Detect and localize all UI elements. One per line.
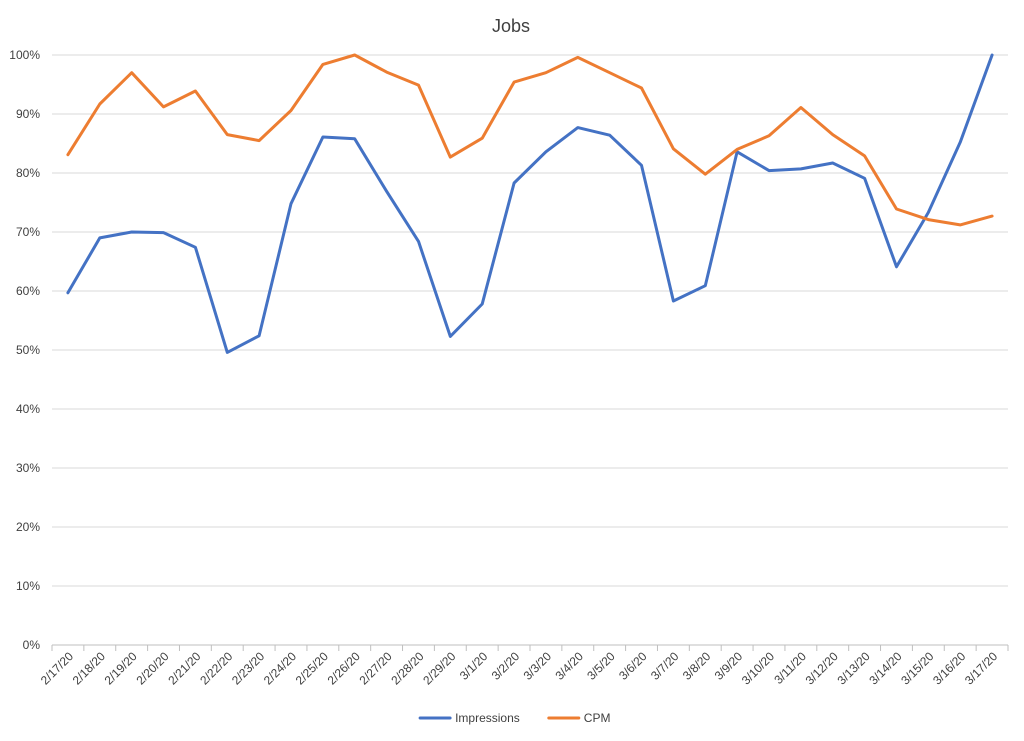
series-line-cpm [66,53,994,227]
x-tick-label: 3/16/20 [930,649,968,687]
x-tick-label: 3/4/20 [552,649,586,683]
x-tick-label: 2/19/20 [102,649,140,687]
x-axis-ticks: 2/17/202/18/202/19/202/20/202/21/202/22/… [38,645,1009,687]
legend-label-impressions: Impressions [455,711,520,725]
legend: Impressions CPM [418,711,611,725]
series-line-impressions [66,53,994,354]
y-tick-label: 70% [16,225,40,239]
x-tick-label: 3/14/20 [866,649,904,687]
y-tick-label: 60% [16,284,40,298]
x-tick-label: 3/12/20 [803,649,841,687]
x-tick-label: 3/6/20 [616,649,650,683]
x-tick-label: 3/13/20 [835,649,873,687]
y-tick-label: 20% [16,520,40,534]
x-tick-label: 3/1/20 [457,649,491,683]
x-tick-label: 3/17/20 [962,649,1000,687]
x-tick-label: 3/8/20 [680,649,714,683]
y-tick-label: 0% [23,638,41,652]
y-tick-label: 40% [16,402,40,416]
y-axis-ticks: 0% 10% 20% 30% 40% 50% 60% 70% 80% 90% 100% [9,48,40,652]
x-tick-label: 2/23/20 [229,649,267,687]
y-tick-label: 10% [16,579,40,593]
gridlines [52,54,1008,646]
x-tick-label: 3/2/20 [489,649,523,683]
y-tick-label: 100% [9,48,40,62]
y-tick-label: 90% [16,107,40,121]
x-tick-label: 3/15/20 [898,649,936,687]
x-tick-label: 2/20/20 [133,649,171,687]
x-tick-label: 3/5/20 [584,649,618,683]
chart-title: Jobs [492,16,530,36]
y-tick-label: 50% [16,343,40,357]
x-tick-label: 3/7/20 [648,649,682,683]
x-tick-label: 2/21/20 [165,649,203,687]
x-tick-label: 2/27/20 [357,649,395,687]
x-tick-label: 2/28/20 [388,649,426,687]
x-tick-label: 2/25/20 [293,649,331,687]
x-tick-label: 2/17/20 [38,649,76,687]
x-tick-label: 2/24/20 [261,649,299,687]
x-tick-label: 2/22/20 [197,649,235,687]
y-tick-label: 80% [16,166,40,180]
x-tick-label: 3/10/20 [739,649,777,687]
x-tick-label: 2/18/20 [70,649,108,687]
series-lines [66,53,994,354]
x-tick-label: 2/26/20 [325,649,363,687]
legend-label-cpm: CPM [584,711,611,725]
x-tick-label: 3/11/20 [771,649,809,687]
y-tick-label: 30% [16,461,40,475]
x-tick-label: 2/29/20 [420,649,458,687]
x-tick-label: 3/3/20 [521,649,555,683]
